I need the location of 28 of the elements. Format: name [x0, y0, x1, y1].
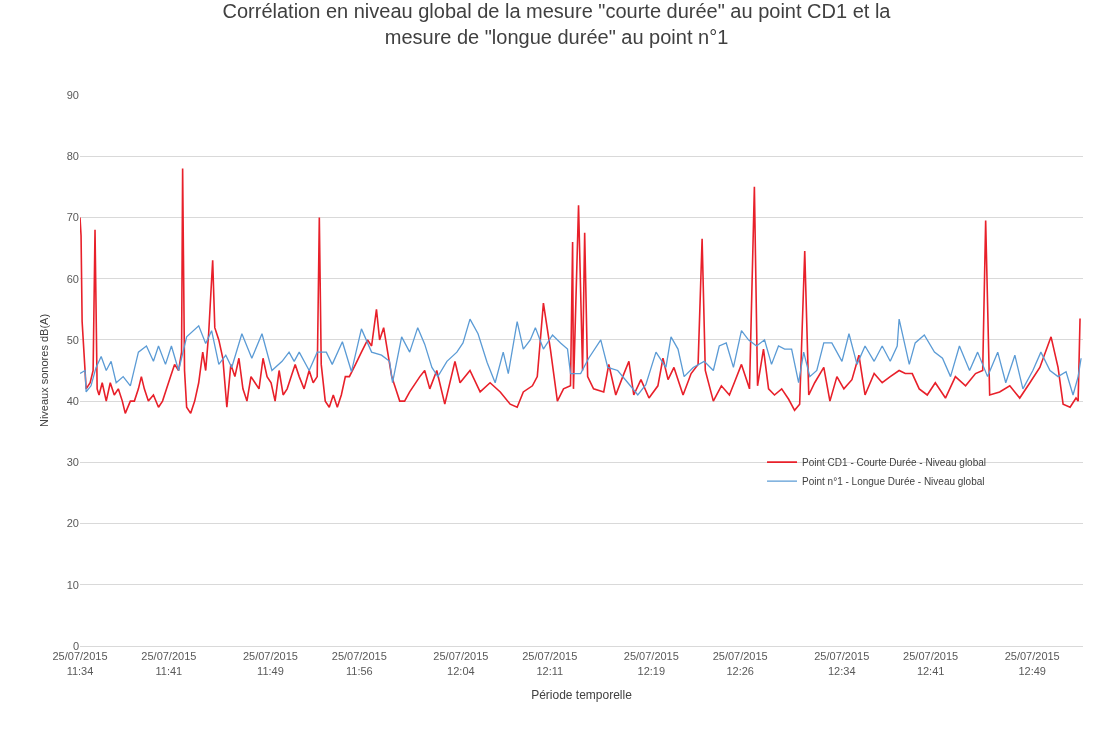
y-tick-label: 10 — [66, 578, 79, 591]
y-tick-label: 90 — [66, 88, 79, 101]
y-tick-label: 70 — [66, 211, 79, 224]
x-tick-label: 25/07/2015 12:26 — [712, 650, 768, 677]
x-tick-label: 25/07/2015 11:41 — [141, 650, 197, 677]
legend-label: Point CD1 - Courte Durée - Niveau global — [802, 457, 987, 469]
x-tick-label: 25/07/2015 11:56 — [331, 650, 387, 677]
y-tick-label: 30 — [66, 456, 79, 469]
chart-title: Corrélation en niveau global de la mesure "courte durée" au point CD1 et la mesure de "longue durée" au point n°1 — [222, 0, 892, 49]
x-tick-label: 25/07/2015 12:11 — [522, 650, 578, 677]
y-tick-label: 60 — [66, 272, 79, 285]
x-tick-label: 25/07/2015 12:49 — [1004, 650, 1060, 677]
x-tick-label: 25/07/2015 11:34 — [52, 650, 108, 677]
x-axis-title: Période temporelle — [531, 688, 633, 703]
y-tick-label: 40 — [66, 394, 79, 407]
line-series — [80, 318, 1082, 396]
x-tick-label: 25/07/2015 12:41 — [903, 650, 959, 677]
legend-label: Point n°1 - Longue Durée - Niveau global — [802, 476, 985, 488]
line-series — [80, 167, 1081, 415]
y-axis-title: Niveaux sonores dB(A) — [38, 313, 51, 428]
y-tick-label: 20 — [66, 517, 79, 530]
x-tick-label: 25/07/2015 12:19 — [623, 650, 679, 677]
x-tick-label: 25/07/2015 12:34 — [814, 650, 870, 677]
x-tick-label: 25/07/2015 11:49 — [242, 650, 298, 677]
y-tick-label: 50 — [66, 333, 79, 346]
y-tick-label: 80 — [66, 150, 79, 163]
x-tick-label: 25/07/2015 12:04 — [433, 650, 489, 677]
y-tick-label: 0 — [72, 639, 79, 652]
